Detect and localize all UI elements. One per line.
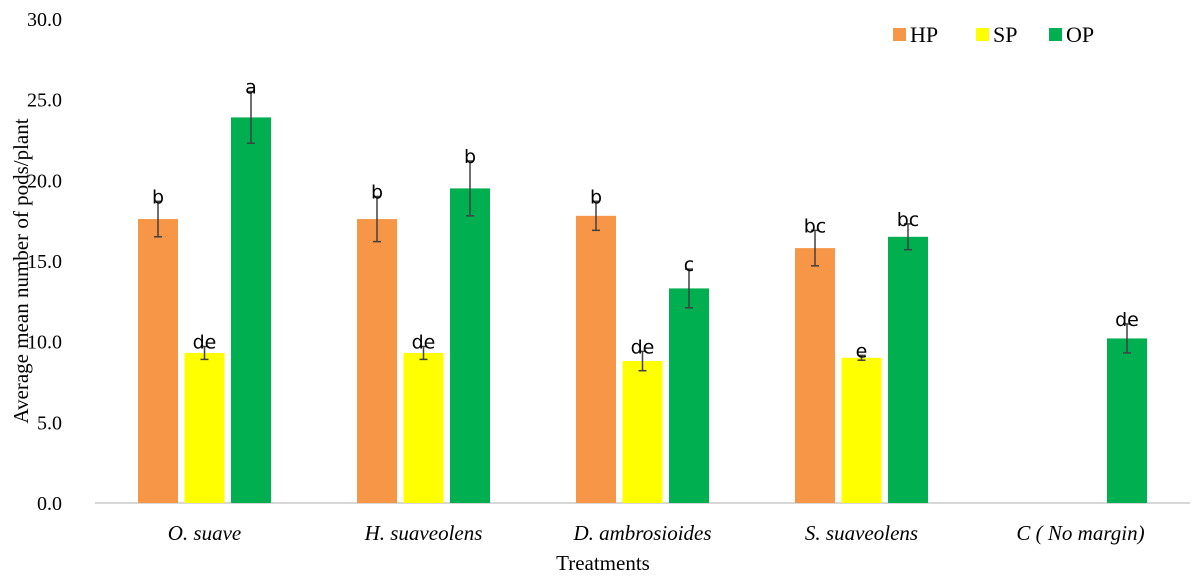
significance-label: de [1115,309,1139,331]
bar-op [669,288,709,503]
x-category-label: C ( No margin) [1016,521,1144,545]
bar-hp [795,248,835,503]
significance-label: de [193,332,217,354]
error-bars [154,90,1131,372]
y-tick-label: 30.0 [27,9,62,31]
x-axis-title: Treatments [556,551,650,575]
legend-label-hp: HP [910,22,938,47]
significance-label: b [590,186,602,208]
y-tick-label: 10.0 [27,332,62,354]
significance-label: de [631,336,655,358]
bar-sp [622,361,663,503]
y-tick-label: 25.0 [27,90,62,112]
significance-label: b [464,146,476,168]
significance-label: b [152,186,164,208]
bar-sp [184,352,225,503]
x-category-label: H. suaveolens [364,521,483,545]
significance-label: bc [897,209,920,231]
y-tick-label: 20.0 [27,170,62,192]
y-tick-label: 15.0 [27,251,62,273]
y-tick-label: 0.0 [37,493,62,515]
y-tick-label: 5.0 [37,412,62,434]
legend-swatch-hp [893,28,906,41]
legend-label-sp: SP [993,22,1017,47]
bar-sp [841,357,882,503]
axes: 0.0 5.0 10.0 15.0 20.0 25.0 30.0 O. suave H. sua… [27,9,1190,545]
bar-op [1107,338,1147,503]
legend: HP SP OP [893,22,1094,47]
bar-op [231,117,271,503]
y-axis-title: Average mean number of pods/plant [9,118,33,423]
bar-sp [403,352,444,503]
significance-label: b [371,181,383,203]
significance-label: c [684,254,694,276]
significance-label: de [412,332,436,354]
significance-label: bc [804,215,827,237]
bars [138,117,1147,504]
x-category-label: D. ambrosioides [572,521,711,545]
x-category-label: S. suaveolens [805,521,918,545]
bar-hp [138,219,178,503]
significance-label: a [245,77,257,99]
legend-swatch-sp [976,28,989,41]
x-category-label: O. suave [168,521,241,545]
legend-swatch-op [1049,28,1062,41]
significance-labels: b de a b de b b de c bc e bc de [152,77,1139,363]
legend-label-op: OP [1066,22,1094,47]
bar-op [888,236,928,504]
bar-op [450,188,490,503]
significance-label: e [856,340,868,362]
bar-hp [576,215,616,503]
bar-hp [357,219,397,503]
